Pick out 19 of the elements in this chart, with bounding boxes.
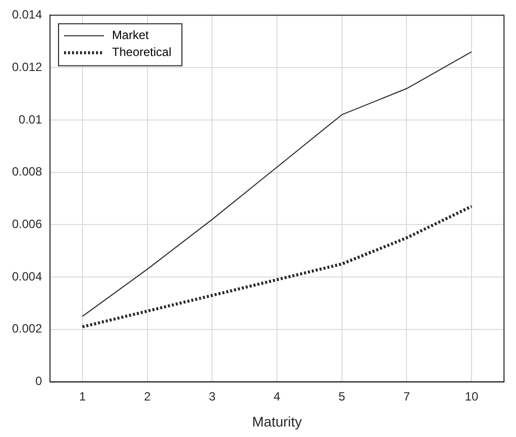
legend-label: Theoretical <box>112 45 172 60</box>
y-tick-label: 0.004 <box>12 269 42 284</box>
y-tick-label: 0.014 <box>12 8 42 22</box>
x-axis-title: Maturity <box>252 413 302 430</box>
x-tick-label: 3 <box>208 389 216 404</box>
x-tick-label: 7 <box>403 389 410 404</box>
y-tick-label: 0 <box>35 374 42 388</box>
y-tick-label: 0.002 <box>12 322 42 336</box>
y-tick-label: 0.012 <box>12 60 42 74</box>
line-series <box>80 204 474 328</box>
x-tick-label: 10 <box>464 389 479 404</box>
x-tick-label: 2 <box>144 389 151 404</box>
legend-label: Market <box>112 28 150 42</box>
y-tick-label: 0.01 <box>18 112 42 126</box>
x-tick-label: 4 <box>274 389 281 404</box>
x-tick-label: 1 <box>79 389 86 404</box>
y-tick-label: 0.008 <box>12 164 42 179</box>
x-tick-label: 5 <box>338 389 346 404</box>
y-tick-label: 0.006 <box>12 217 42 231</box>
